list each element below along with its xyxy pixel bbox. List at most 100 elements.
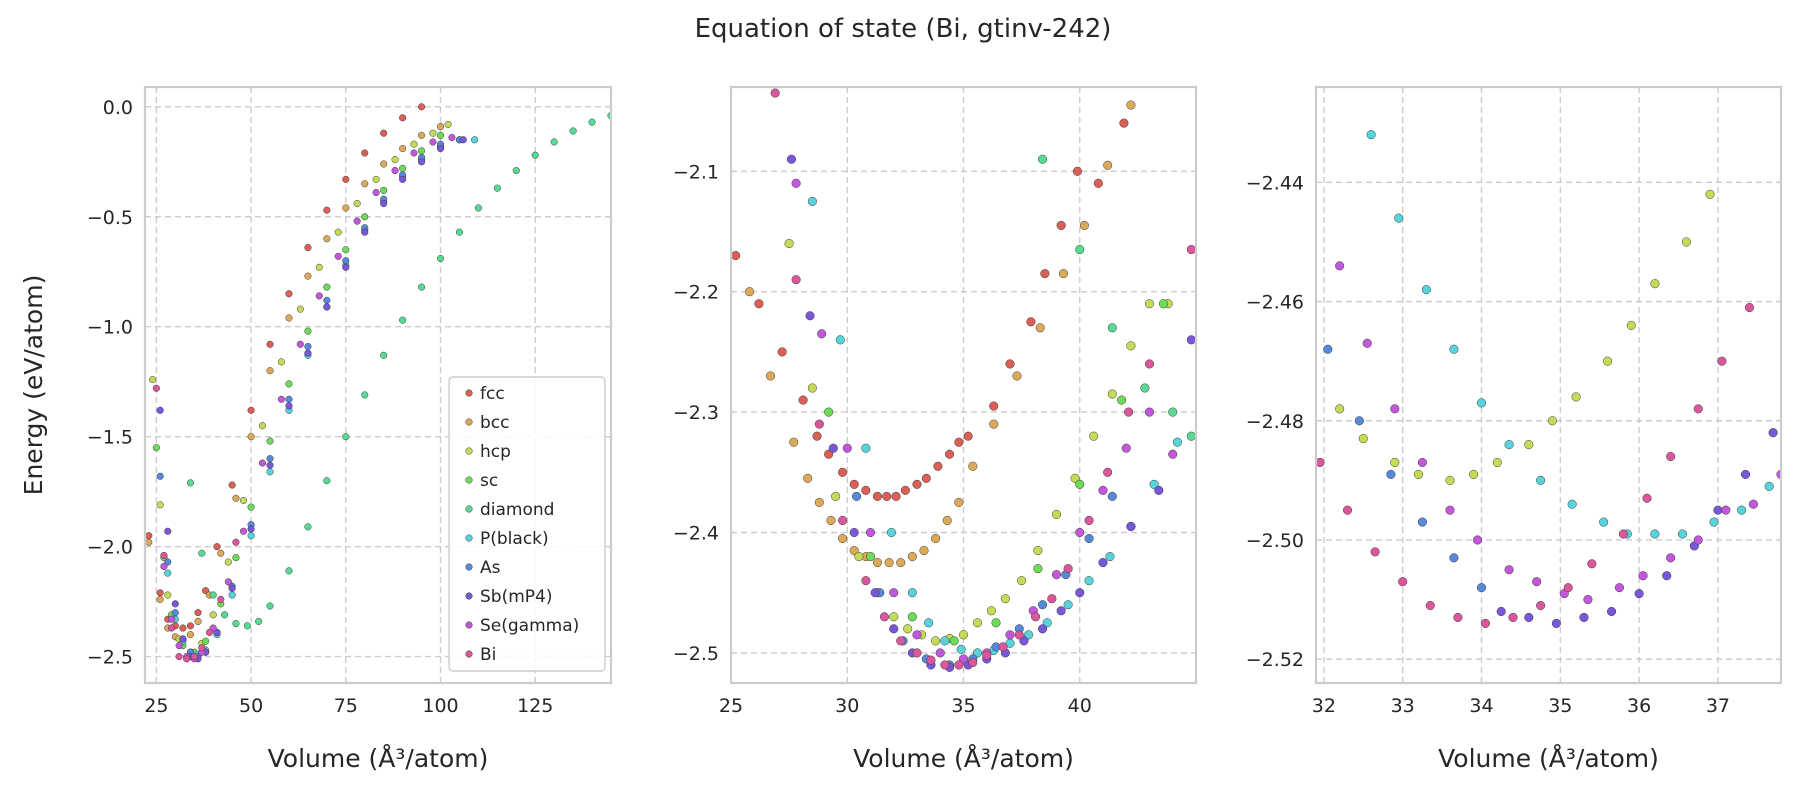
- data-point: [1056, 606, 1066, 616]
- data-point: [1532, 577, 1542, 587]
- data-point: [1038, 624, 1048, 634]
- data-point: [972, 648, 983, 658]
- data-point: [342, 204, 350, 212]
- data-point: [1551, 618, 1561, 628]
- plot-area: [731, 87, 1196, 683]
- data-point: [861, 576, 871, 586]
- data-point: [399, 114, 407, 122]
- data-point: [1413, 469, 1424, 479]
- y-tick-label: −2.46: [1246, 292, 1304, 314]
- data-point: [907, 552, 917, 562]
- data-point: [963, 431, 973, 441]
- data-point: [1144, 359, 1155, 369]
- data-point: [921, 473, 931, 483]
- data-point: [891, 491, 901, 501]
- data-point: [436, 145, 445, 153]
- data-point: [304, 272, 312, 280]
- legend-marker: [465, 592, 473, 600]
- data-point: [224, 558, 232, 566]
- data-point: [807, 383, 817, 393]
- data-point: [266, 340, 274, 348]
- data-point: [304, 523, 312, 531]
- data-point: [334, 228, 342, 236]
- data-point: [550, 138, 558, 146]
- data-point: [1607, 606, 1617, 617]
- data-point: [872, 491, 883, 501]
- data-point: [239, 527, 248, 535]
- data-point: [1717, 356, 1727, 366]
- data-point: [1567, 499, 1577, 509]
- data-point: [277, 358, 285, 366]
- data-point: [175, 653, 183, 661]
- data-point: [956, 644, 966, 654]
- data-point: [1524, 440, 1534, 450]
- y-tick-label: −2.1: [673, 161, 719, 183]
- data-point: [448, 134, 456, 142]
- data-point: [512, 167, 520, 175]
- x-tick-label: 32: [1312, 695, 1336, 717]
- data-point: [1126, 341, 1136, 351]
- data-point: [232, 554, 240, 562]
- data-point: [171, 600, 179, 608]
- data-point: [1042, 618, 1052, 628]
- data-point: [1705, 189, 1715, 199]
- data-point: [949, 636, 959, 646]
- data-point: [1014, 630, 1024, 640]
- data-point: [1713, 505, 1723, 515]
- legend-marker: [465, 621, 473, 629]
- data-point: [1144, 299, 1155, 309]
- data-point: [315, 292, 323, 300]
- data-point: [247, 433, 255, 441]
- data-point: [277, 395, 285, 403]
- data-point: [342, 433, 350, 441]
- data-point: [849, 546, 859, 556]
- data-point: [160, 562, 168, 570]
- data-point: [1005, 630, 1015, 640]
- panel-3: 32 33 34 35 36 37 −2.44 −2.46 −2.48 −2.50 −2.52 Vol…: [1246, 85, 1783, 773]
- data-point: [418, 131, 426, 139]
- data-point: [968, 657, 978, 668]
- data-point: [1158, 299, 1168, 309]
- data-point: [784, 238, 794, 249]
- data-point: [942, 515, 952, 526]
- data-point: [849, 527, 859, 538]
- data-point: [1469, 469, 1479, 479]
- data-point: [323, 283, 331, 291]
- legend-label: fcc: [480, 384, 505, 404]
- data-point: [315, 263, 323, 271]
- data-point: [1476, 583, 1487, 593]
- data-point: [1453, 612, 1463, 622]
- data-point: [1075, 527, 1085, 538]
- data-point: [228, 591, 236, 599]
- data-point: [183, 655, 191, 663]
- data-point: [1038, 154, 1048, 164]
- data-point: [164, 591, 172, 599]
- data-point: [1362, 338, 1372, 348]
- data-point: [1449, 344, 1459, 354]
- data-point: [342, 175, 350, 183]
- x-tick-label: 125: [517, 695, 553, 717]
- data-point: [171, 609, 179, 617]
- data-point: [958, 630, 969, 640]
- data-point: [1019, 636, 1029, 646]
- data-point: [998, 642, 1008, 652]
- legend-label: hcp: [480, 442, 511, 462]
- data-point: [931, 636, 941, 646]
- data-point: [194, 609, 202, 617]
- data-point: [258, 422, 266, 430]
- data-point: [167, 615, 176, 623]
- series-hcp: [1335, 189, 1715, 485]
- y-tick-label: −2.44: [1246, 172, 1304, 194]
- data-point: [765, 371, 776, 381]
- series-bi: [152, 384, 240, 663]
- data-point: [1473, 535, 1483, 545]
- data-point: [239, 496, 248, 505]
- data-point: [1172, 437, 1182, 447]
- data-point: [912, 630, 922, 640]
- data-point: [429, 129, 437, 137]
- data-point: [1079, 220, 1089, 231]
- data-point: [232, 620, 240, 628]
- x-tick-label: 36: [1627, 695, 1651, 717]
- series-bi: [1316, 302, 1755, 628]
- data-point: [149, 375, 157, 384]
